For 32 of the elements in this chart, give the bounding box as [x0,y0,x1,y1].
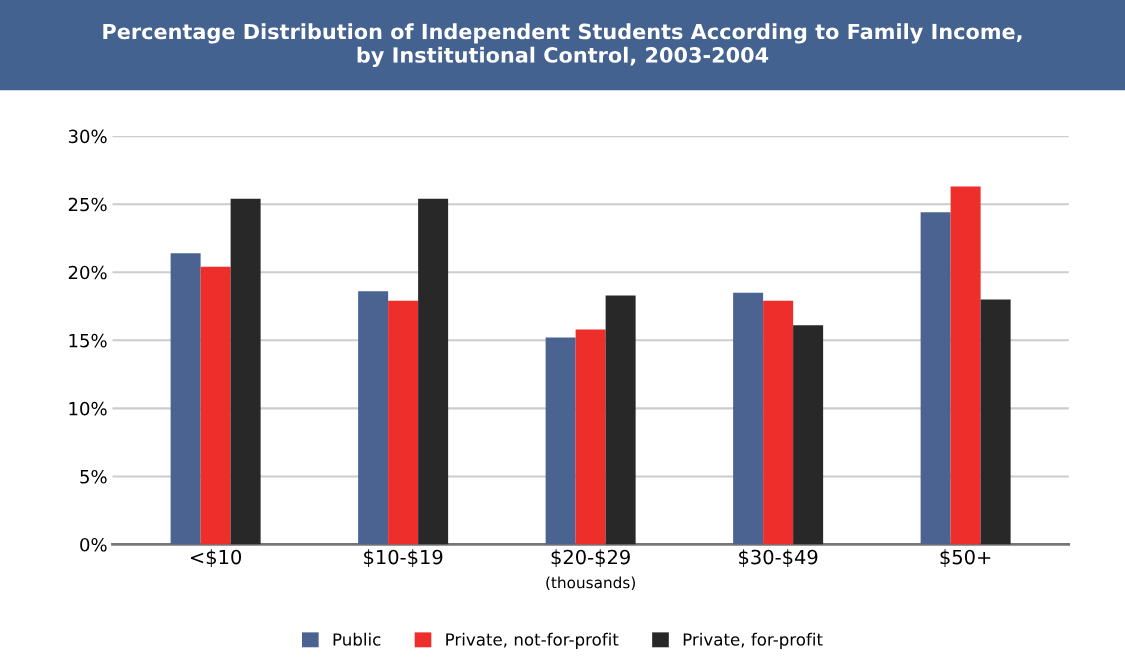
y-tick-label: 5% [80,469,107,484]
x-axis-title: (thousands) [546,576,635,591]
bar [200,266,231,545]
x-tick-label: $10-$19 [364,549,443,567]
y-tick-label: 20% [68,265,107,280]
x-tick-label: $20-$29 [551,549,630,567]
y-tick-label: 0% [80,537,107,552]
bar [358,291,389,545]
x-tick-label: $50+ [940,549,991,567]
chart-title: Percentage Distribution of Independent Students According to Family Income, by Institutional Control, 2003-2004 [103,23,1022,68]
y-tick-label: 25% [68,197,107,212]
bar [763,300,794,545]
bar [388,300,419,545]
bar [575,329,606,545]
y-tick-label: 15% [69,333,107,348]
bar [230,198,261,545]
legend-label: Private, not-for-profit [446,632,619,649]
bar [920,212,951,545]
bar [733,292,764,545]
y-tick-label: 10% [69,401,107,416]
x-tick-label: $30-$49 [739,549,818,567]
y-tick-label: 30% [68,129,107,144]
x-tick-label: <$10 [190,549,242,567]
bar [980,299,1011,545]
bar [170,253,201,545]
legend-label: Private, for-profit [683,632,823,649]
bar [950,186,981,545]
legend-label: Public [333,632,381,646]
bar [418,198,449,545]
bar [793,325,824,545]
bar [545,337,576,545]
bar [605,295,636,545]
